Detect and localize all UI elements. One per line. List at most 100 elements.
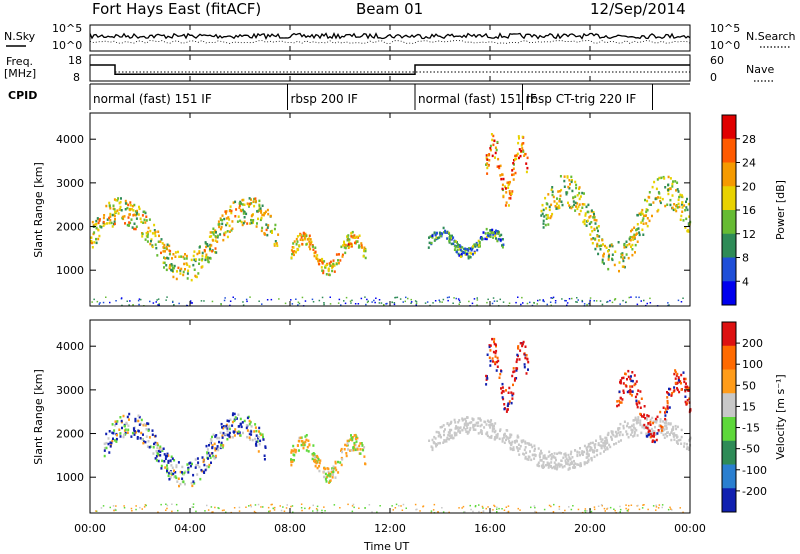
echo-pixel [115, 509, 117, 511]
echo-pixel [556, 197, 558, 200]
echo-pixel [157, 230, 160, 233]
echo-pixel [524, 356, 527, 360]
echo-pixel [688, 439, 691, 442]
echo-pixel [508, 190, 511, 193]
echo-pixel [498, 437, 501, 441]
echo-pixel [206, 452, 208, 456]
echo-pixel [666, 391, 668, 394]
echo-pixel [99, 302, 101, 304]
echo-pixel [515, 367, 518, 370]
echo-pixel [628, 390, 631, 394]
echo-pixel [146, 240, 149, 243]
echo-pixel [327, 467, 330, 471]
echo-pixel [588, 216, 591, 219]
echo-pixel [98, 218, 101, 221]
echo-pixel [505, 435, 508, 438]
echo-pixel [201, 265, 204, 268]
echo-pixel [283, 510, 286, 512]
echo-pixel [505, 429, 508, 432]
echo-pixel [664, 410, 667, 413]
echo-pixel [301, 238, 304, 242]
echo-pixel [337, 471, 340, 474]
echo-pixel [487, 232, 490, 236]
echo-pixel [633, 374, 636, 377]
echo-pixel [219, 233, 222, 236]
echo-pixel [296, 240, 299, 243]
echo-pixel [265, 228, 268, 232]
echo-pixel [525, 354, 528, 357]
echo-pixel [364, 249, 367, 253]
echo-pixel [555, 207, 558, 210]
echo-pixel [639, 423, 642, 427]
echo-pixel [222, 238, 225, 242]
echo-pixel [441, 507, 443, 509]
echo-pixel [570, 508, 573, 511]
echo-pixel [570, 206, 573, 210]
echo-pixel [501, 187, 504, 191]
echo-pixel [205, 253, 208, 256]
echo-pixel [667, 188, 670, 192]
echo-pixel [238, 206, 241, 209]
echo-pixel [206, 465, 208, 468]
echo-pixel [610, 435, 612, 439]
echo-pixel [113, 429, 116, 432]
echo-pixel [156, 443, 159, 447]
echo-pixel [646, 302, 648, 305]
echo-pixel [659, 418, 662, 421]
echo-pixel [583, 461, 586, 464]
echo-pixel [128, 412, 131, 416]
echo-pixel [576, 454, 579, 458]
echo-pixel [550, 464, 552, 468]
noise-sky-label: N.Sky [4, 30, 36, 43]
echo-pixel [341, 255, 344, 258]
echo-pixel [160, 238, 163, 241]
echo-pixel [466, 426, 469, 430]
echo-pixel [169, 250, 172, 253]
frequency-line [90, 64, 690, 76]
echo-pixel [354, 448, 357, 452]
echo-pixel [165, 299, 167, 301]
echo-pixel [127, 203, 130, 207]
echo-pixel [685, 206, 688, 209]
echo-pixel [304, 435, 307, 438]
echo-pixel [542, 299, 544, 301]
echo-pixel [493, 342, 496, 346]
echo-pixel [543, 454, 546, 457]
echo-pixel [156, 442, 159, 445]
echo-pixel [629, 425, 632, 429]
echo-pixel [222, 425, 225, 428]
echo-pixel [596, 449, 599, 452]
colorbar-frame [721, 321, 737, 513]
echo-pixel [507, 402, 510, 405]
echo-pixel [232, 296, 234, 298]
echo-pixel [249, 222, 252, 225]
echo-pixel [620, 439, 622, 442]
echo-pixel [429, 235, 432, 238]
echo-pixel [221, 426, 223, 429]
echo-pixel [665, 425, 668, 428]
echo-pixel [654, 197, 657, 201]
echo-pixel [318, 469, 321, 473]
echo-pixel [472, 510, 474, 513]
echo-pixel [552, 511, 555, 513]
echo-pixel [241, 223, 244, 227]
echo-pixel [642, 217, 645, 220]
echo-pixel [162, 250, 165, 253]
echo-pixel [144, 440, 147, 444]
echo-pixel [649, 435, 652, 439]
echo-pixel [190, 302, 192, 304]
echo-pixel [658, 504, 661, 506]
echo-pixel [582, 220, 585, 224]
echo-pixel [400, 505, 402, 507]
echo-pixel [646, 199, 649, 203]
echo-pixel [484, 237, 487, 241]
echo-pixel [151, 244, 154, 247]
echo-pixel [568, 298, 571, 300]
echo-pixel [512, 383, 514, 387]
echo-pixel [189, 461, 192, 465]
echo-pixel [290, 449, 293, 452]
colorbar-tick-label: 24 [742, 157, 756, 170]
echo-pixel [199, 477, 202, 481]
echo-pixel [618, 390, 621, 393]
echo-pixel [210, 244, 213, 247]
